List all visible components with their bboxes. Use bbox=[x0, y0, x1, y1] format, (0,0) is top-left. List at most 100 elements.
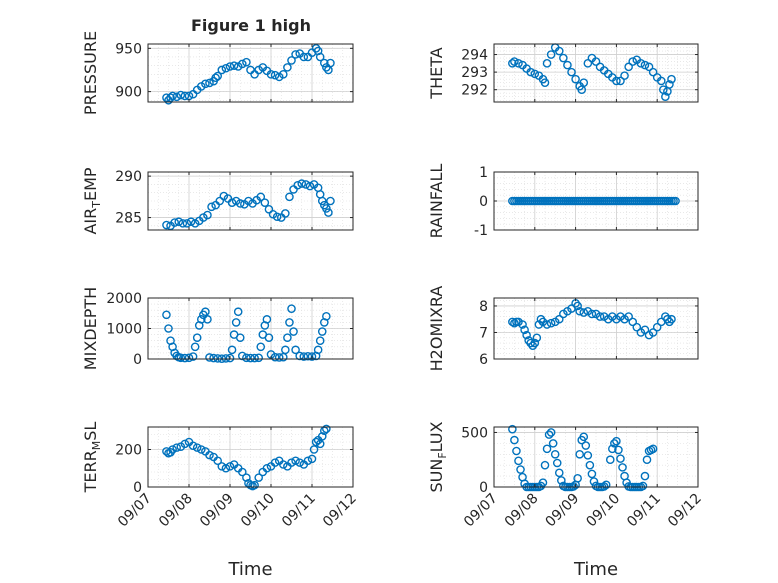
data-point bbox=[303, 456, 313, 466]
data-point bbox=[571, 74, 580, 84]
data-point bbox=[285, 192, 294, 202]
axes-airtemp: 285 290 AIRTEMP bbox=[81, 167, 354, 235]
data-point bbox=[281, 345, 290, 355]
data-point bbox=[616, 454, 625, 463]
data-point bbox=[665, 80, 674, 89]
data-point bbox=[530, 338, 540, 348]
data-point bbox=[242, 57, 251, 67]
data-point bbox=[201, 79, 210, 89]
data-point bbox=[162, 220, 171, 230]
axes-mixdepth: 0 1000 2000 MIXDEPTH bbox=[81, 287, 354, 370]
data-point bbox=[227, 345, 237, 355]
data-point bbox=[514, 456, 523, 466]
data-point bbox=[546, 318, 556, 328]
data-point bbox=[618, 463, 627, 472]
data-point bbox=[585, 460, 595, 470]
data-point bbox=[188, 441, 198, 451]
data-point bbox=[563, 60, 572, 70]
data-point bbox=[285, 318, 294, 327]
y-tick-label: 2000 bbox=[106, 291, 142, 307]
data-point bbox=[640, 60, 650, 70]
data-point bbox=[174, 217, 184, 227]
data-point bbox=[554, 468, 564, 478]
data-point bbox=[166, 93, 175, 102]
data-point bbox=[287, 304, 296, 313]
data-point bbox=[180, 91, 190, 101]
data-point bbox=[661, 92, 670, 102]
data-point bbox=[205, 450, 214, 460]
y-tick-label: 7 bbox=[479, 325, 488, 341]
data-point bbox=[254, 473, 264, 482]
data-point bbox=[636, 59, 646, 68]
data-point bbox=[317, 327, 327, 336]
data-point bbox=[215, 196, 225, 206]
y-axis-label: PRESSURE bbox=[81, 31, 100, 115]
data-point bbox=[170, 218, 179, 227]
data-point bbox=[291, 456, 300, 466]
data-point bbox=[589, 477, 599, 486]
axes-box bbox=[147, 43, 354, 103]
data-point bbox=[260, 198, 270, 207]
data-point bbox=[295, 458, 305, 467]
data-point bbox=[172, 92, 181, 102]
data-point bbox=[644, 62, 654, 72]
data-point bbox=[573, 473, 582, 483]
data-point bbox=[272, 212, 282, 222]
data-point bbox=[520, 325, 529, 335]
data-point bbox=[235, 333, 245, 342]
y-axis-label: H2OMIXRA bbox=[427, 286, 446, 372]
data-point bbox=[180, 353, 190, 363]
data-point bbox=[192, 333, 202, 342]
y-tick-label: 290 bbox=[115, 169, 142, 185]
data-point bbox=[538, 478, 548, 487]
data-point bbox=[557, 476, 566, 485]
y-tick-label: 293 bbox=[461, 65, 488, 81]
y-tick-label: 0 bbox=[479, 194, 488, 210]
data-point bbox=[227, 198, 237, 207]
data-point bbox=[638, 481, 648, 491]
data-point bbox=[567, 67, 576, 77]
data-point bbox=[532, 333, 542, 343]
data-point bbox=[190, 342, 200, 352]
data-point bbox=[508, 317, 517, 327]
y-tick-label: 0 bbox=[133, 480, 142, 496]
data-point bbox=[278, 460, 288, 469]
data-point bbox=[544, 430, 554, 439]
data-point bbox=[326, 58, 335, 68]
data-point bbox=[162, 310, 171, 320]
data-point bbox=[315, 336, 325, 346]
data-point bbox=[305, 181, 315, 191]
data-point bbox=[546, 50, 556, 59]
data-point bbox=[283, 63, 292, 72]
data-point bbox=[235, 199, 245, 208]
data-point bbox=[599, 482, 609, 491]
data-point bbox=[313, 345, 323, 355]
data-point bbox=[287, 56, 296, 65]
data-point bbox=[246, 353, 255, 363]
data-point bbox=[317, 196, 327, 206]
data-point bbox=[291, 50, 300, 59]
y-tick-label: 292 bbox=[461, 83, 488, 99]
data-point bbox=[264, 333, 274, 342]
data-point bbox=[205, 78, 214, 88]
axes-box bbox=[493, 297, 699, 360]
data-point bbox=[648, 328, 658, 337]
data-point bbox=[221, 463, 231, 473]
data-point bbox=[326, 196, 335, 206]
data-point bbox=[270, 458, 280, 467]
data-point bbox=[550, 449, 560, 459]
y-axis-label: TERRMSL bbox=[81, 422, 103, 494]
data-point bbox=[648, 67, 658, 77]
data-point bbox=[287, 458, 296, 467]
data-point bbox=[315, 439, 325, 449]
data-point bbox=[307, 454, 317, 464]
data-point bbox=[548, 439, 558, 448]
data-point bbox=[213, 354, 222, 363]
data-point bbox=[642, 455, 652, 465]
data-point bbox=[554, 46, 564, 56]
data-point bbox=[540, 78, 550, 87]
data-point bbox=[299, 52, 309, 62]
y-tick-label: 1000 bbox=[106, 322, 142, 338]
y-axis-label: AIRTEMP bbox=[81, 167, 103, 234]
data-point bbox=[266, 69, 276, 79]
